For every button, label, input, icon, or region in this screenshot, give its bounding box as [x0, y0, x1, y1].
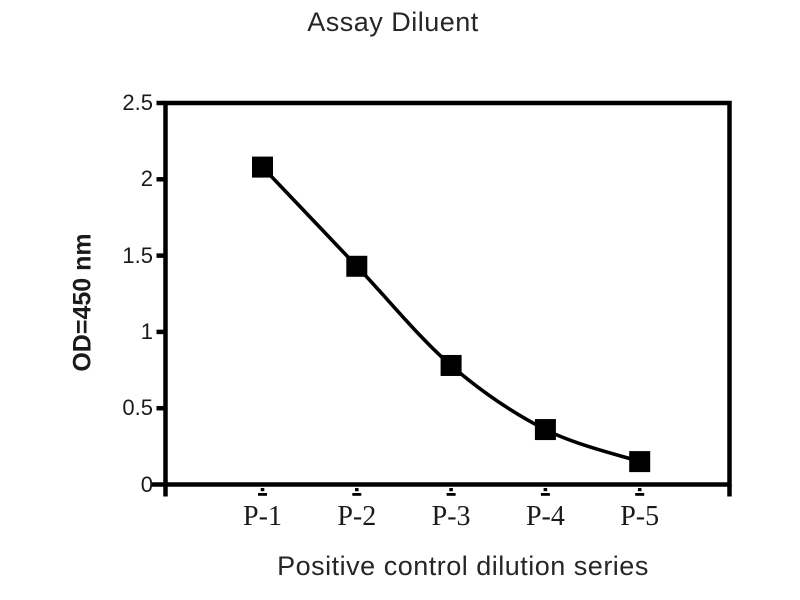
data-point-marker [534, 419, 556, 441]
data-point-marker [252, 156, 273, 178]
y-tick-label: 0 [140, 471, 153, 497]
x-tick-label: P-5 [620, 501, 660, 532]
x-axis-minor-tick-dash [540, 493, 550, 496]
x-axis-minor-tick-dot [260, 488, 265, 492]
y-tick-label: 1.5 [122, 242, 153, 268]
x-axis-title: Positive control dilution series [277, 551, 649, 581]
x-tick-label: P-2 [337, 501, 377, 532]
data-point-marker [629, 451, 651, 473]
y-tick-label: 2.5 [122, 90, 153, 115]
x-axis-minor-tick-dash [258, 493, 267, 496]
x-tick-label: P-4 [525, 501, 565, 532]
data-point-marker [346, 255, 368, 277]
y-tick-label: 2 [140, 166, 153, 192]
x-axis-minor-tick-dash [352, 493, 362, 496]
plot-frame [163, 100, 732, 487]
x-tick-label: P-3 [431, 501, 471, 532]
x-axis-minor-tick-dash [446, 493, 456, 496]
x-axis-minor-tick-dot [637, 488, 642, 492]
x-axis-minor-tick-dot [355, 488, 359, 492]
x-axis-minor-tick-dash [635, 493, 645, 496]
x-axis-minor-tick-dot [543, 488, 548, 492]
series-line [261, 165, 641, 464]
x-axis-minor-tick-dot [449, 488, 453, 492]
y-tick-label: 1 [140, 318, 153, 344]
chart-title: Assay Diluent [307, 7, 479, 37]
y-tick-label: 0.5 [122, 395, 153, 421]
data-point-marker [440, 354, 462, 376]
x-tick-label: P-1 [243, 501, 282, 532]
